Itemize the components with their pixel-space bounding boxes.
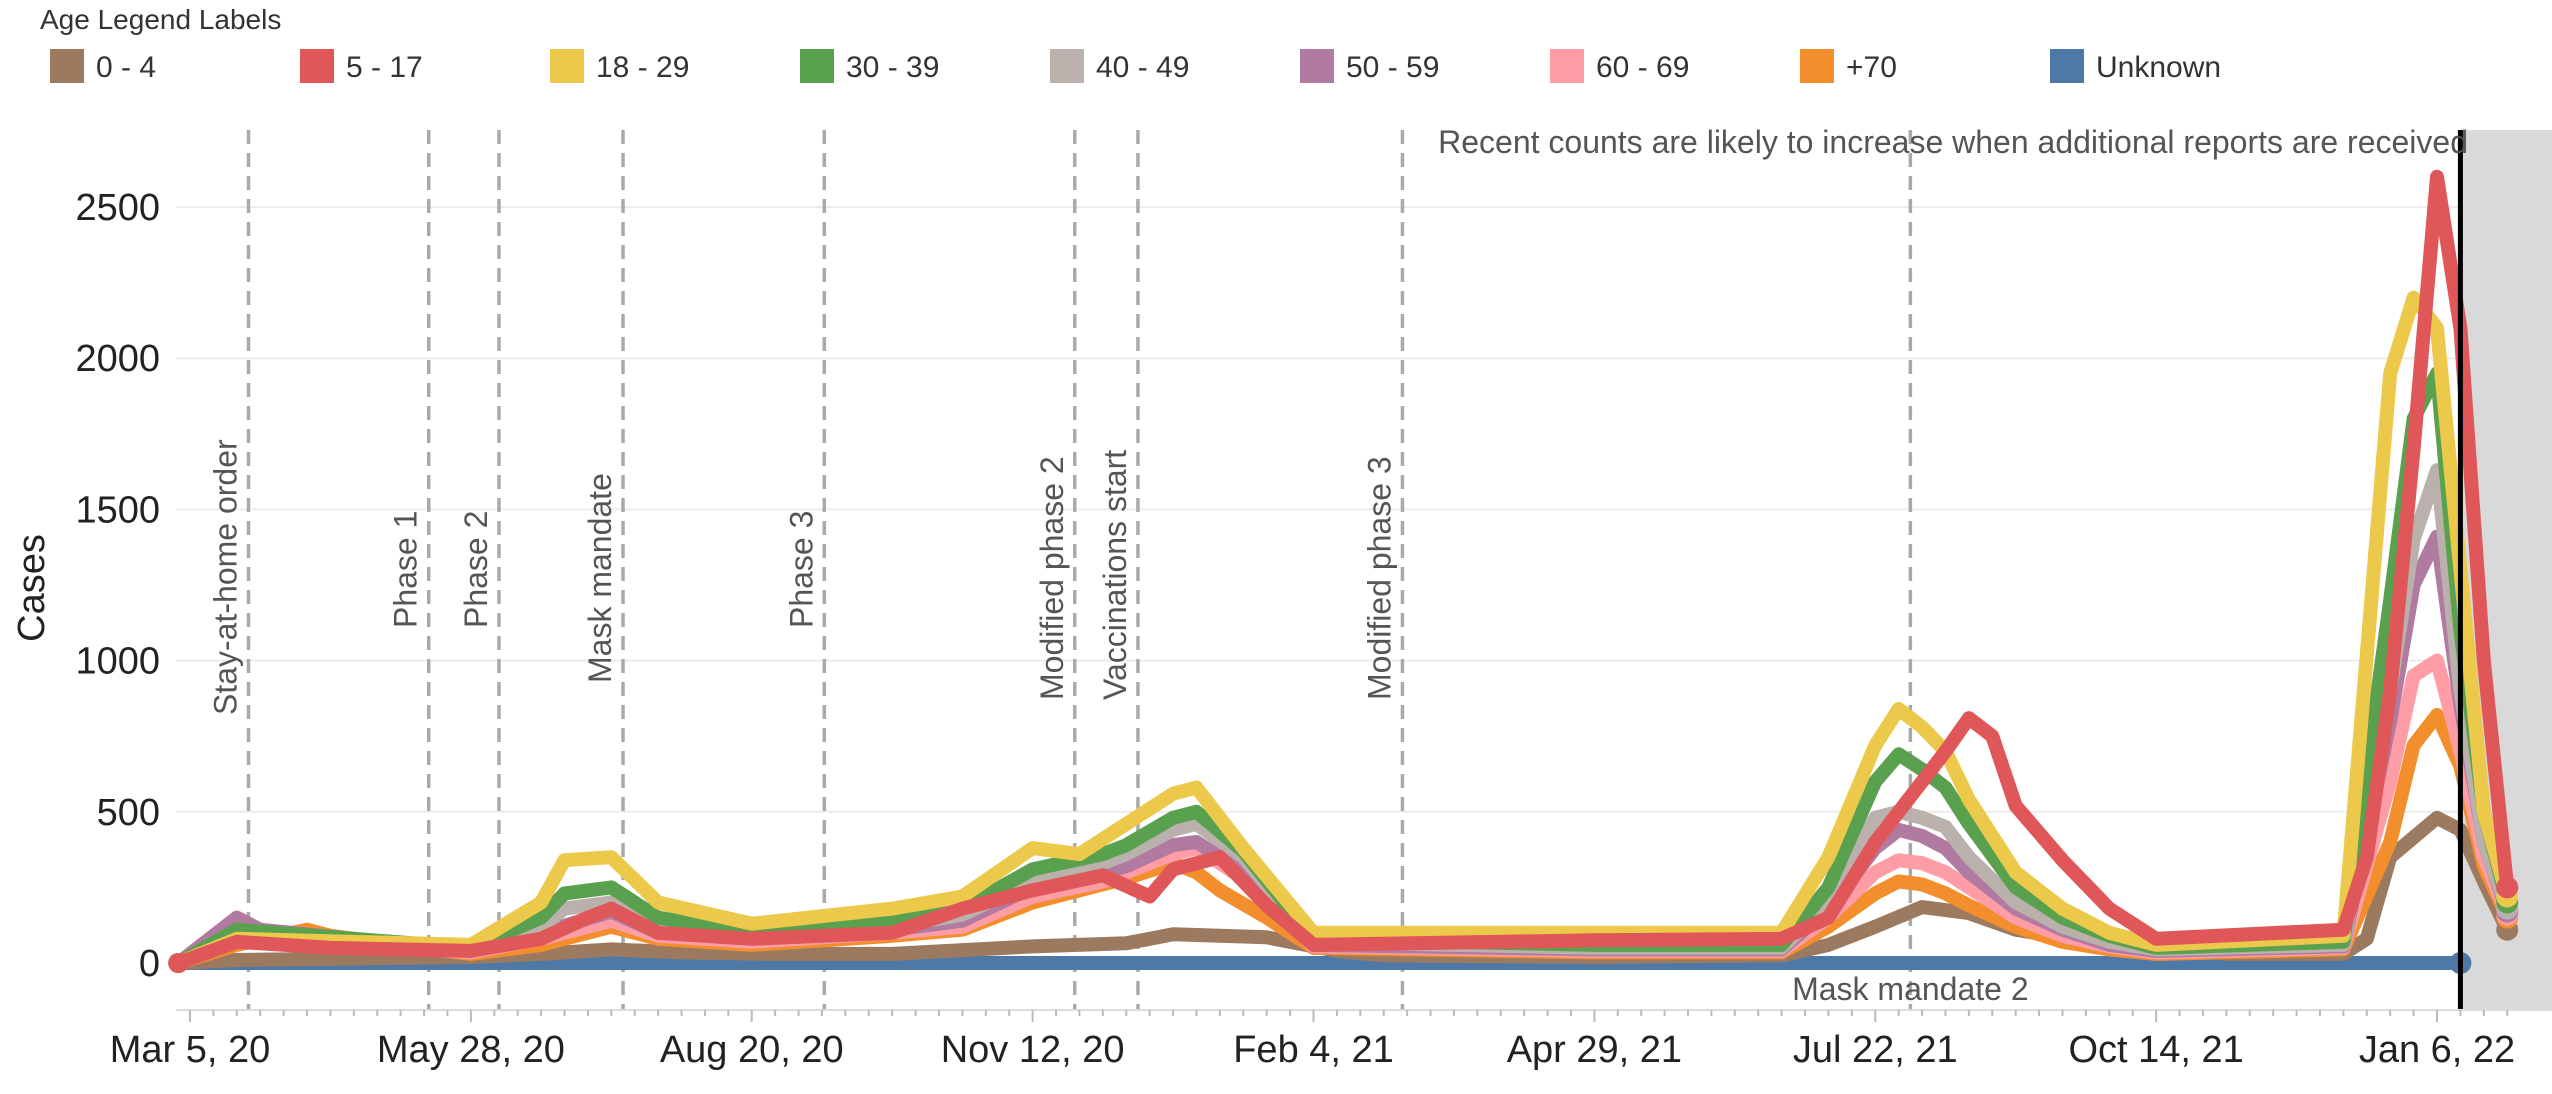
- x-tick-label: Apr 29, 21: [1507, 1029, 1682, 1071]
- event-label: Vaccinations start: [1097, 450, 1133, 700]
- event-label: Mask mandate: [582, 473, 618, 683]
- y-axis: 0 500 1000 1500 2000 2500: [75, 187, 160, 985]
- x-tick-label: Nov 12, 20: [941, 1029, 1125, 1071]
- event-phase-2: Phase 2: [458, 130, 501, 1010]
- legend-label: 18 - 29: [596, 51, 689, 84]
- legend-item-60-69: 60 - 69: [1550, 49, 1689, 84]
- y-tick-label: 2500: [75, 187, 160, 229]
- event-label: Stay-at-home order: [208, 439, 244, 715]
- x-tick-label: Jul 22, 21: [1793, 1029, 1958, 1071]
- y-tick-label: 500: [97, 792, 160, 834]
- legend-swatch: [50, 49, 84, 83]
- legend-label: 50 - 59: [1346, 51, 1439, 84]
- event-modified-phase-3: Modified phase 3: [1361, 130, 1405, 1010]
- legend-item-18-29: 18 - 29: [550, 49, 689, 84]
- legend-swatch: [1300, 49, 1334, 83]
- legend-swatch: [1050, 49, 1084, 83]
- legend-item-5-17: 5 - 17: [300, 49, 423, 84]
- y-tick-label: 0: [139, 943, 160, 985]
- legend-item-0-4: 0 - 4: [50, 49, 156, 84]
- legend-swatch: [800, 49, 834, 83]
- legend-item-unknown: Unknown: [2050, 49, 2221, 84]
- event-label: Mask mandate 2: [1792, 971, 2029, 1007]
- y-tick-label: 2000: [75, 338, 160, 380]
- event-phase-3: Phase 3: [783, 130, 827, 1010]
- x-tick-label: Aug 20, 20: [660, 1029, 844, 1071]
- event-vaccinations-start: Vaccinations start: [1097, 130, 1140, 1010]
- legend-label: 5 - 17: [346, 51, 423, 84]
- event-phase-1: Phase 1: [388, 130, 431, 1010]
- event-label: Modified phase 2: [1034, 456, 1070, 700]
- event-mask-mandate-2: Mask mandate 2: [1792, 130, 2029, 1010]
- legend-item-30-39: 30 - 39: [800, 49, 939, 84]
- legend-label: +70: [1846, 51, 1897, 84]
- legend-label: 0 - 4: [96, 51, 156, 84]
- y-tick-label: 1000: [75, 641, 160, 683]
- legend: 0 - 4 5 - 17 18 - 29 30 - 39 40 - 49 50 - 59 6…: [50, 49, 2221, 84]
- event-stay-at-home-order: Stay-at-home order: [208, 130, 251, 1010]
- recent-counts-note: Recent counts are likely to increase whe…: [1438, 124, 2468, 160]
- x-tick-label: Jan 6, 22: [2359, 1029, 2515, 1071]
- event-markers: Stay-at-home order Phase 1 Phase 2 Mask man…: [208, 130, 2029, 1010]
- series-start-point: [168, 953, 189, 973]
- y-tick-label: 1500: [75, 489, 160, 531]
- x-tick-label: Mar 5, 20: [110, 1029, 271, 1071]
- x-tick-label: Feb 4, 21: [1233, 1029, 1394, 1071]
- x-tick-label: May 28, 20: [377, 1029, 565, 1071]
- event-label: Phase 2: [458, 511, 494, 628]
- legend-swatch: [1550, 49, 1584, 83]
- x-axis: Mar 5, 20 May 28, 20 Aug 20, 20 Nov 12, 20 F…: [110, 1009, 2552, 1071]
- event-label: Modified phase 3: [1361, 456, 1397, 700]
- y-axis-label: Cases: [11, 534, 53, 642]
- legend-swatch: [2050, 49, 2084, 83]
- legend-swatch: [300, 49, 334, 83]
- legend-label: 40 - 49: [1096, 51, 1189, 84]
- series-lines: [168, 169, 2519, 974]
- legend-label: Unknown: [2096, 51, 2221, 84]
- event-label: Phase 1: [388, 511, 424, 628]
- legend-swatch: [1800, 49, 1834, 83]
- event-mask-mandate: Mask mandate: [582, 130, 625, 1010]
- legend-item-70: +70: [1800, 49, 1897, 84]
- legend-label: 60 - 69: [1596, 51, 1689, 84]
- legend-item-50-59: 50 - 59: [1300, 49, 1439, 84]
- event-modified-phase-2: Modified phase 2: [1034, 130, 1077, 1010]
- x-tick-label: Oct 14, 21: [2068, 1029, 2243, 1071]
- legend-item-40-49: 40 - 49: [1050, 49, 1189, 84]
- legend-swatch: [550, 49, 584, 83]
- series-line-5-17: [171, 169, 2515, 970]
- event-label: Phase 3: [783, 511, 819, 628]
- series-end-point: [2496, 876, 2519, 899]
- legend-label: 30 - 39: [846, 51, 939, 84]
- legend-title: Age Legend Labels: [40, 4, 281, 35]
